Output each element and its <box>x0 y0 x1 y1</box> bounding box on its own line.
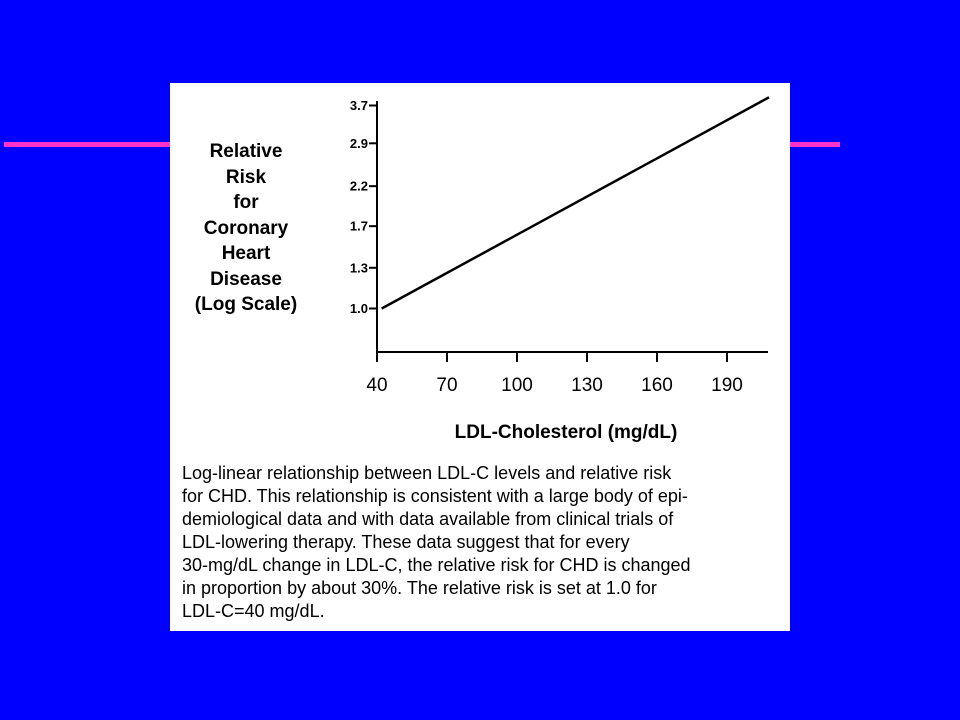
y-tick-label: 1.7 <box>350 219 368 234</box>
y-tick-label: 2.2 <box>350 179 368 194</box>
x-tick-label: 40 <box>366 375 387 396</box>
x-tick-label: 130 <box>571 375 603 396</box>
y-axis-label: Relative Risk for Coronary Heart Disease… <box>194 141 298 315</box>
accent-line-left <box>4 142 172 147</box>
x-axis-label: LDL-Cholesterol (mg/dL) <box>455 422 678 443</box>
y-tick-label: 1.0 <box>350 301 368 316</box>
risk-line <box>381 96 770 310</box>
y-tick-label: 2.9 <box>350 136 368 151</box>
y-tick-label: 1.3 <box>350 260 368 275</box>
x-tick-label: 100 <box>501 375 533 396</box>
accent-line-right <box>788 142 840 147</box>
risk-chart: 1.0 1.3 1.7 2.2 2.9 3.7 40 70 100 130 160 190 LDL-Ch… <box>350 96 770 443</box>
x-tick-label: 160 <box>641 375 673 396</box>
figure-caption: Log-linear relationship between LDL-C le… <box>182 463 691 621</box>
y-tick-label: 3.7 <box>350 98 368 113</box>
x-tick-label: 70 <box>436 375 457 396</box>
figure-panel: Relative Risk for Coronary Heart Disease… <box>170 83 790 631</box>
x-tick-label: 190 <box>711 375 743 396</box>
